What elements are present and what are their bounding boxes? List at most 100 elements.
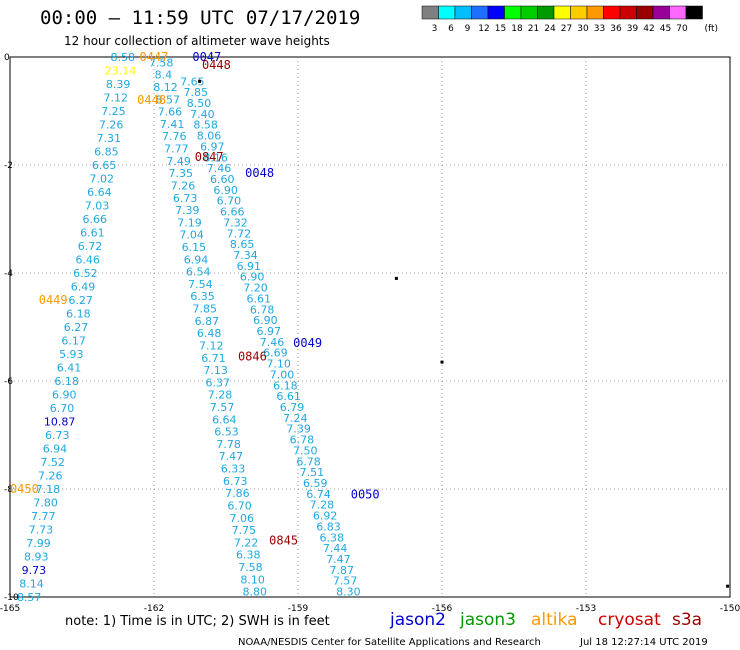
wave-height-value: 7.32 (223, 216, 248, 229)
pass-number-label: 0448 (137, 93, 166, 107)
wave-height-value: 6.60 (210, 173, 235, 186)
scale-swatch (570, 5, 588, 20)
y-tick-label: -2 (4, 161, 13, 171)
wave-height-value: 7.02 (89, 173, 114, 186)
wave-height-value: 8.58 (193, 119, 218, 132)
pass-number-label: 0447 (140, 50, 169, 64)
wave-height-value: 6.71 (201, 352, 226, 365)
legend-entry-jason3: jason3 (459, 610, 516, 630)
wave-height-value: 7.10 (266, 358, 291, 371)
wave-height-value: 6.66 (82, 213, 107, 226)
wave-height-value: 7.26 (99, 119, 124, 132)
scale-swatch (636, 5, 654, 20)
wave-height-value: 6.64 (87, 186, 112, 199)
island-marker (198, 79, 202, 83)
scale-swatch (603, 5, 621, 20)
pass-number-label: 0847 (195, 150, 224, 164)
scale-label: 15 (495, 24, 506, 34)
wave-height-value: 7.65 (180, 75, 205, 88)
scale-label: 39 (627, 24, 639, 34)
y-tick-label: -4 (4, 269, 13, 279)
gridlines (10, 57, 730, 597)
legend-entry-cryosat: cryosat (598, 610, 661, 630)
wave-height-value: 6.73 (223, 475, 248, 488)
pass-number-label: 0048 (245, 166, 274, 180)
map-subtitle: 12 hour collection of altimeter wave hei… (64, 34, 330, 48)
wave-height-value: 6.53 (214, 426, 239, 439)
scale-label: 30 (577, 24, 589, 34)
wave-height-value: 6.94 (43, 443, 68, 456)
wave-height-value: 5.93 (59, 348, 84, 361)
wave-height-value: 9.73 (22, 564, 47, 577)
y-tick-label: -10 (4, 593, 19, 603)
wave-height-value: 7.99 (26, 537, 51, 550)
x-tick-label: -150 (720, 604, 740, 614)
y-tick-label: -6 (4, 377, 13, 387)
pass-labels: 0447 004704480448084700480449004908460450… (10, 50, 380, 547)
wave-height-value: 7.24 (283, 412, 308, 425)
wave-height-value: 6.90 (213, 184, 238, 197)
wave-height-value: 7.57 (333, 575, 358, 588)
wave-height-value: 7.39 (175, 204, 200, 217)
wave-height-value: 6.18 (273, 379, 298, 392)
wave-height-value: 6.17 (61, 335, 86, 348)
scale-label: 33 (594, 24, 605, 34)
wave-height-value: 7.18 (36, 483, 61, 496)
wave-height-value: 8.50 (187, 97, 212, 110)
wave-height-value: 7.58 (149, 56, 174, 69)
wave-height-value: 7.51 (300, 466, 325, 479)
plot-area: -165 -162 -159 -156 -153 -150 0 -2 -4 -6 -8 -10 8.5… (0, 50, 740, 614)
wave-height-value: 6.70 (217, 195, 242, 208)
wave-height-value: 7.77 (31, 510, 56, 523)
land-markers (198, 79, 730, 588)
wave-height-value: 7.34 (233, 249, 258, 262)
scale-swatch (553, 5, 571, 20)
wave-height-value: 6.18 (66, 308, 91, 321)
altimeter-tracks: 8.5823.148.397.127.257.267.316.856.657.0… (17, 51, 361, 604)
footer-note: note: 1) Time is in UTC; 2) SWH is in fe… (65, 614, 330, 629)
wave-height-value: 6.35 (190, 290, 215, 303)
island-marker (726, 584, 730, 588)
wave-height-value: 6.90 (253, 314, 278, 327)
wave-height-value: 6.66 (220, 206, 245, 219)
legend-entry-jason2: jason2 (389, 610, 446, 630)
footer-credit: NOAA/NESDIS Center for Satellite Applica… (238, 637, 541, 648)
wave-height-value: 6.41 (57, 362, 82, 375)
wave-height-value: 6.27 (68, 294, 93, 307)
wave-height-value: 8.16 (203, 151, 228, 164)
wave-height-value: 7.25 (101, 105, 126, 118)
wave-height-value: 6.87 (195, 315, 220, 328)
scale-label: 70 (676, 24, 688, 34)
scale-swatch (586, 5, 604, 20)
pass-number-label: 0449 (39, 293, 68, 307)
scale-swatch (438, 5, 456, 20)
scale-label: 21 (528, 24, 539, 34)
wave-height-value: 6.65 (92, 159, 117, 172)
wave-height-value: 6.61 (80, 227, 105, 240)
wave-height-value: 6.97 (256, 325, 281, 338)
wave-height-value: 6.73 (173, 192, 198, 205)
wave-height-value: 7.58 (238, 561, 263, 574)
wave-height-value: 7.57 (210, 401, 235, 414)
wave-height-value: 6.78 (296, 455, 321, 468)
wave-height-value: 7.75 (232, 524, 257, 537)
wave-height-value: 8.14 (19, 578, 44, 591)
x-tick-label: -162 (144, 604, 164, 614)
wave-height-value: 7.78 (216, 438, 241, 451)
wave-height-value: 8.65 (230, 238, 255, 251)
satellite-legend: jason2 jason3 altika cryosat s3a (389, 610, 702, 630)
plot-frame (9, 56, 731, 598)
wave-height-value: 6.91 (237, 260, 262, 273)
pass-number-label: 0845 (269, 533, 298, 547)
wave-height-value: 7.44 (323, 542, 348, 555)
wave-height-value: 6.15 (182, 241, 207, 254)
wave-height-value: 7.76 (162, 130, 187, 143)
x-tick-label: -153 (576, 604, 596, 614)
wave-height-value: 8.93 (24, 551, 49, 564)
wave-height-value: 7.26 (171, 179, 196, 192)
wave-height-value: 6.61 (276, 390, 301, 403)
wave-height-value: 7.35 (169, 167, 194, 180)
wave-height-value: 7.50 (293, 444, 318, 457)
wave-height-value: 6.61 (247, 292, 272, 305)
